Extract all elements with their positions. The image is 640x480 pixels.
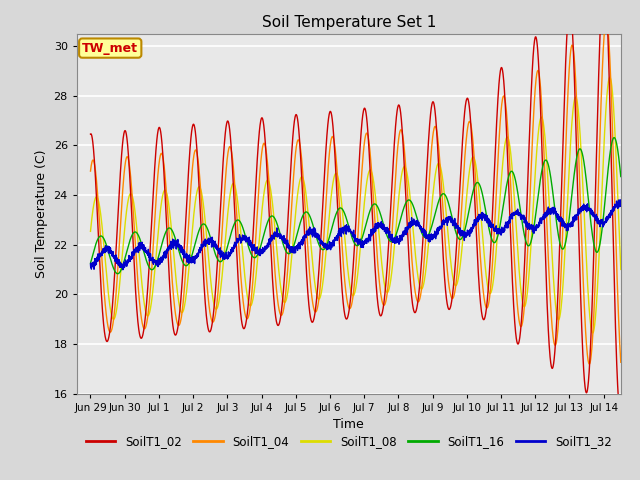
Text: TW_met: TW_met	[82, 42, 138, 55]
X-axis label: Time: Time	[333, 418, 364, 431]
Title: Soil Temperature Set 1: Soil Temperature Set 1	[262, 15, 436, 30]
Y-axis label: Soil Temperature (C): Soil Temperature (C)	[35, 149, 48, 278]
Legend: SoilT1_02, SoilT1_04, SoilT1_08, SoilT1_16, SoilT1_32: SoilT1_02, SoilT1_04, SoilT1_08, SoilT1_…	[81, 430, 616, 453]
